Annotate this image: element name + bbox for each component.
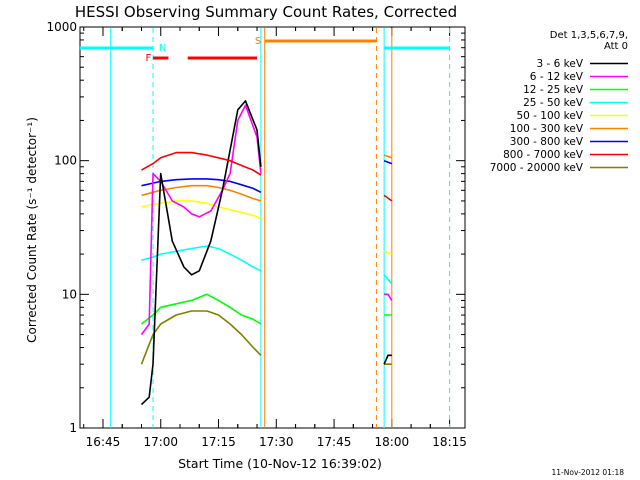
legend-entry-label: 7000 - 20000 keV bbox=[490, 162, 584, 174]
series-line bbox=[141, 159, 393, 194]
footer-timestamp: 11-Nov-2012 01:18 bbox=[552, 468, 625, 477]
series-line bbox=[140, 100, 392, 406]
x-axis-label: Start Time (10-Nov-12 16:39:02) bbox=[178, 456, 382, 471]
series-line bbox=[140, 104, 393, 336]
legend-entry-label: 800 - 7000 keV bbox=[503, 149, 584, 161]
plot-frame bbox=[79, 26, 466, 429]
x-tick-label: 17:30 bbox=[259, 435, 294, 449]
x-tick-label: 18:00 bbox=[375, 435, 410, 449]
flag-label: F bbox=[145, 53, 151, 64]
y-tick-label: 1000 bbox=[46, 20, 77, 34]
series-line bbox=[141, 151, 393, 202]
legend-entry-label: 3 - 6 keV bbox=[536, 58, 583, 70]
legend-entry-label: 50 - 100 keV bbox=[516, 110, 583, 122]
series-line bbox=[141, 154, 393, 202]
x-tick-label: 18:15 bbox=[432, 435, 467, 449]
flag-label: S bbox=[255, 36, 261, 47]
y-tick-label: 1 bbox=[69, 421, 77, 435]
x-tick-label: 17:00 bbox=[143, 435, 178, 449]
x-tick-label: 16:45 bbox=[86, 435, 121, 449]
legend-entry-label: 300 - 800 keV bbox=[510, 136, 584, 148]
series-line bbox=[141, 293, 392, 325]
y-axis-label: Corrected Count Rate (s⁻¹ detector⁻¹) bbox=[25, 117, 39, 343]
legend-header: Det 1,3,5,6,7,9, bbox=[550, 30, 628, 41]
flag-label: N bbox=[159, 43, 166, 54]
chart-title: HESSI Observing Summary Count Rates, Cor… bbox=[75, 3, 457, 21]
y-tick-label: 100 bbox=[54, 154, 77, 168]
legend-entry-label: 100 - 300 keV bbox=[510, 123, 584, 135]
legend-entry-label: 25 - 50 keV bbox=[523, 97, 584, 109]
plot-area: 1 10 100 1000 16:45 17:00 17:15 17:30 17:45 18:00… bbox=[46, 20, 466, 449]
y-tick-label: 10 bbox=[62, 287, 77, 301]
x-tick-label: 17:15 bbox=[201, 435, 236, 449]
x-tick-label: 17:45 bbox=[317, 435, 352, 449]
series-line bbox=[141, 200, 393, 255]
legend-entry-label: 6 - 12 keV bbox=[530, 71, 584, 83]
legend-header: Att 0 bbox=[604, 41, 628, 52]
legend-entry-label: 12 - 25 keV bbox=[523, 84, 584, 96]
series-line bbox=[140, 310, 392, 365]
